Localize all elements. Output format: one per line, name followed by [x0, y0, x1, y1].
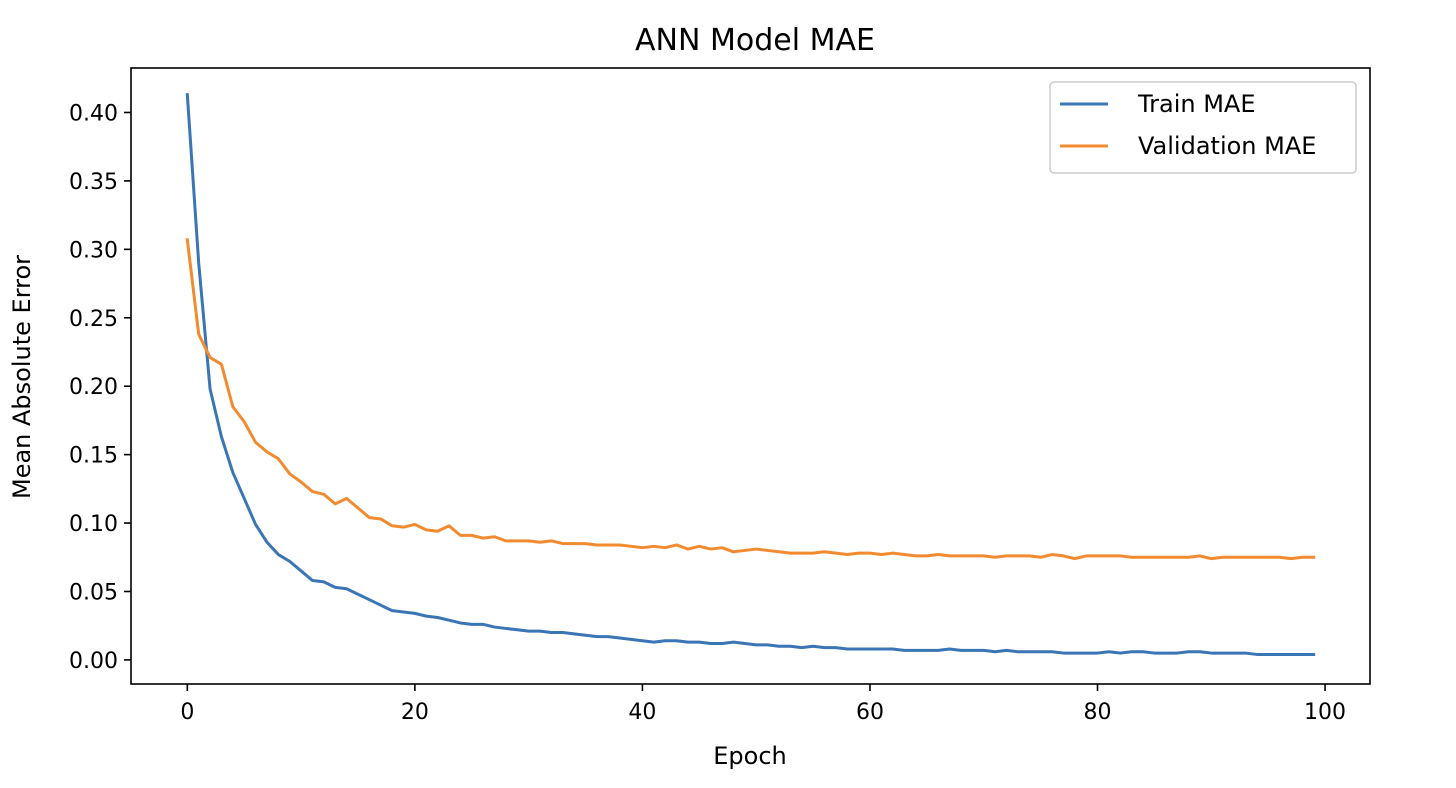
chart-title: ANN Model MAE: [635, 23, 875, 58]
y-tick-label: 0.10: [69, 512, 118, 537]
y-tick-label: 0.40: [69, 101, 118, 126]
plot-area: 0 20 40 60 80 100 0.00 0.05 0.10 0.15 0.20 0.25 0.30…: [69, 67, 1371, 725]
series-line-train-mae: [185, 93, 1316, 656]
y-tick-label: 0.35: [69, 170, 118, 195]
y-axis-label: Mean Absolute Error: [8, 255, 36, 499]
x-axis-label: Epoch: [713, 742, 787, 770]
y-tick-label: 0.20: [69, 375, 118, 400]
y-tick-label: 0.15: [69, 444, 118, 469]
x-tick-label: 80: [1084, 700, 1112, 725]
legend-box: [1049, 81, 1357, 174]
y-tick-label: 0.05: [69, 580, 118, 605]
series-line-validation-mae: [185, 238, 1316, 561]
x-tick-label: 0: [180, 700, 194, 725]
legend: Train MAE Validation MAE: [1049, 81, 1357, 174]
legend-entry: Train MAE: [1137, 90, 1256, 118]
x-tick-label: 20: [401, 700, 429, 725]
x-tick-label: 60: [856, 700, 884, 725]
x-tick-label: 40: [628, 700, 656, 725]
y-tick-label: 0.30: [69, 238, 118, 263]
y-tick-label: 0.00: [69, 649, 118, 674]
x-tick-label: 100: [1304, 700, 1346, 725]
axes-frame: [130, 67, 1371, 685]
y-tick-label: 0.25: [69, 307, 118, 332]
legend-entry: Validation MAE: [1138, 132, 1316, 160]
